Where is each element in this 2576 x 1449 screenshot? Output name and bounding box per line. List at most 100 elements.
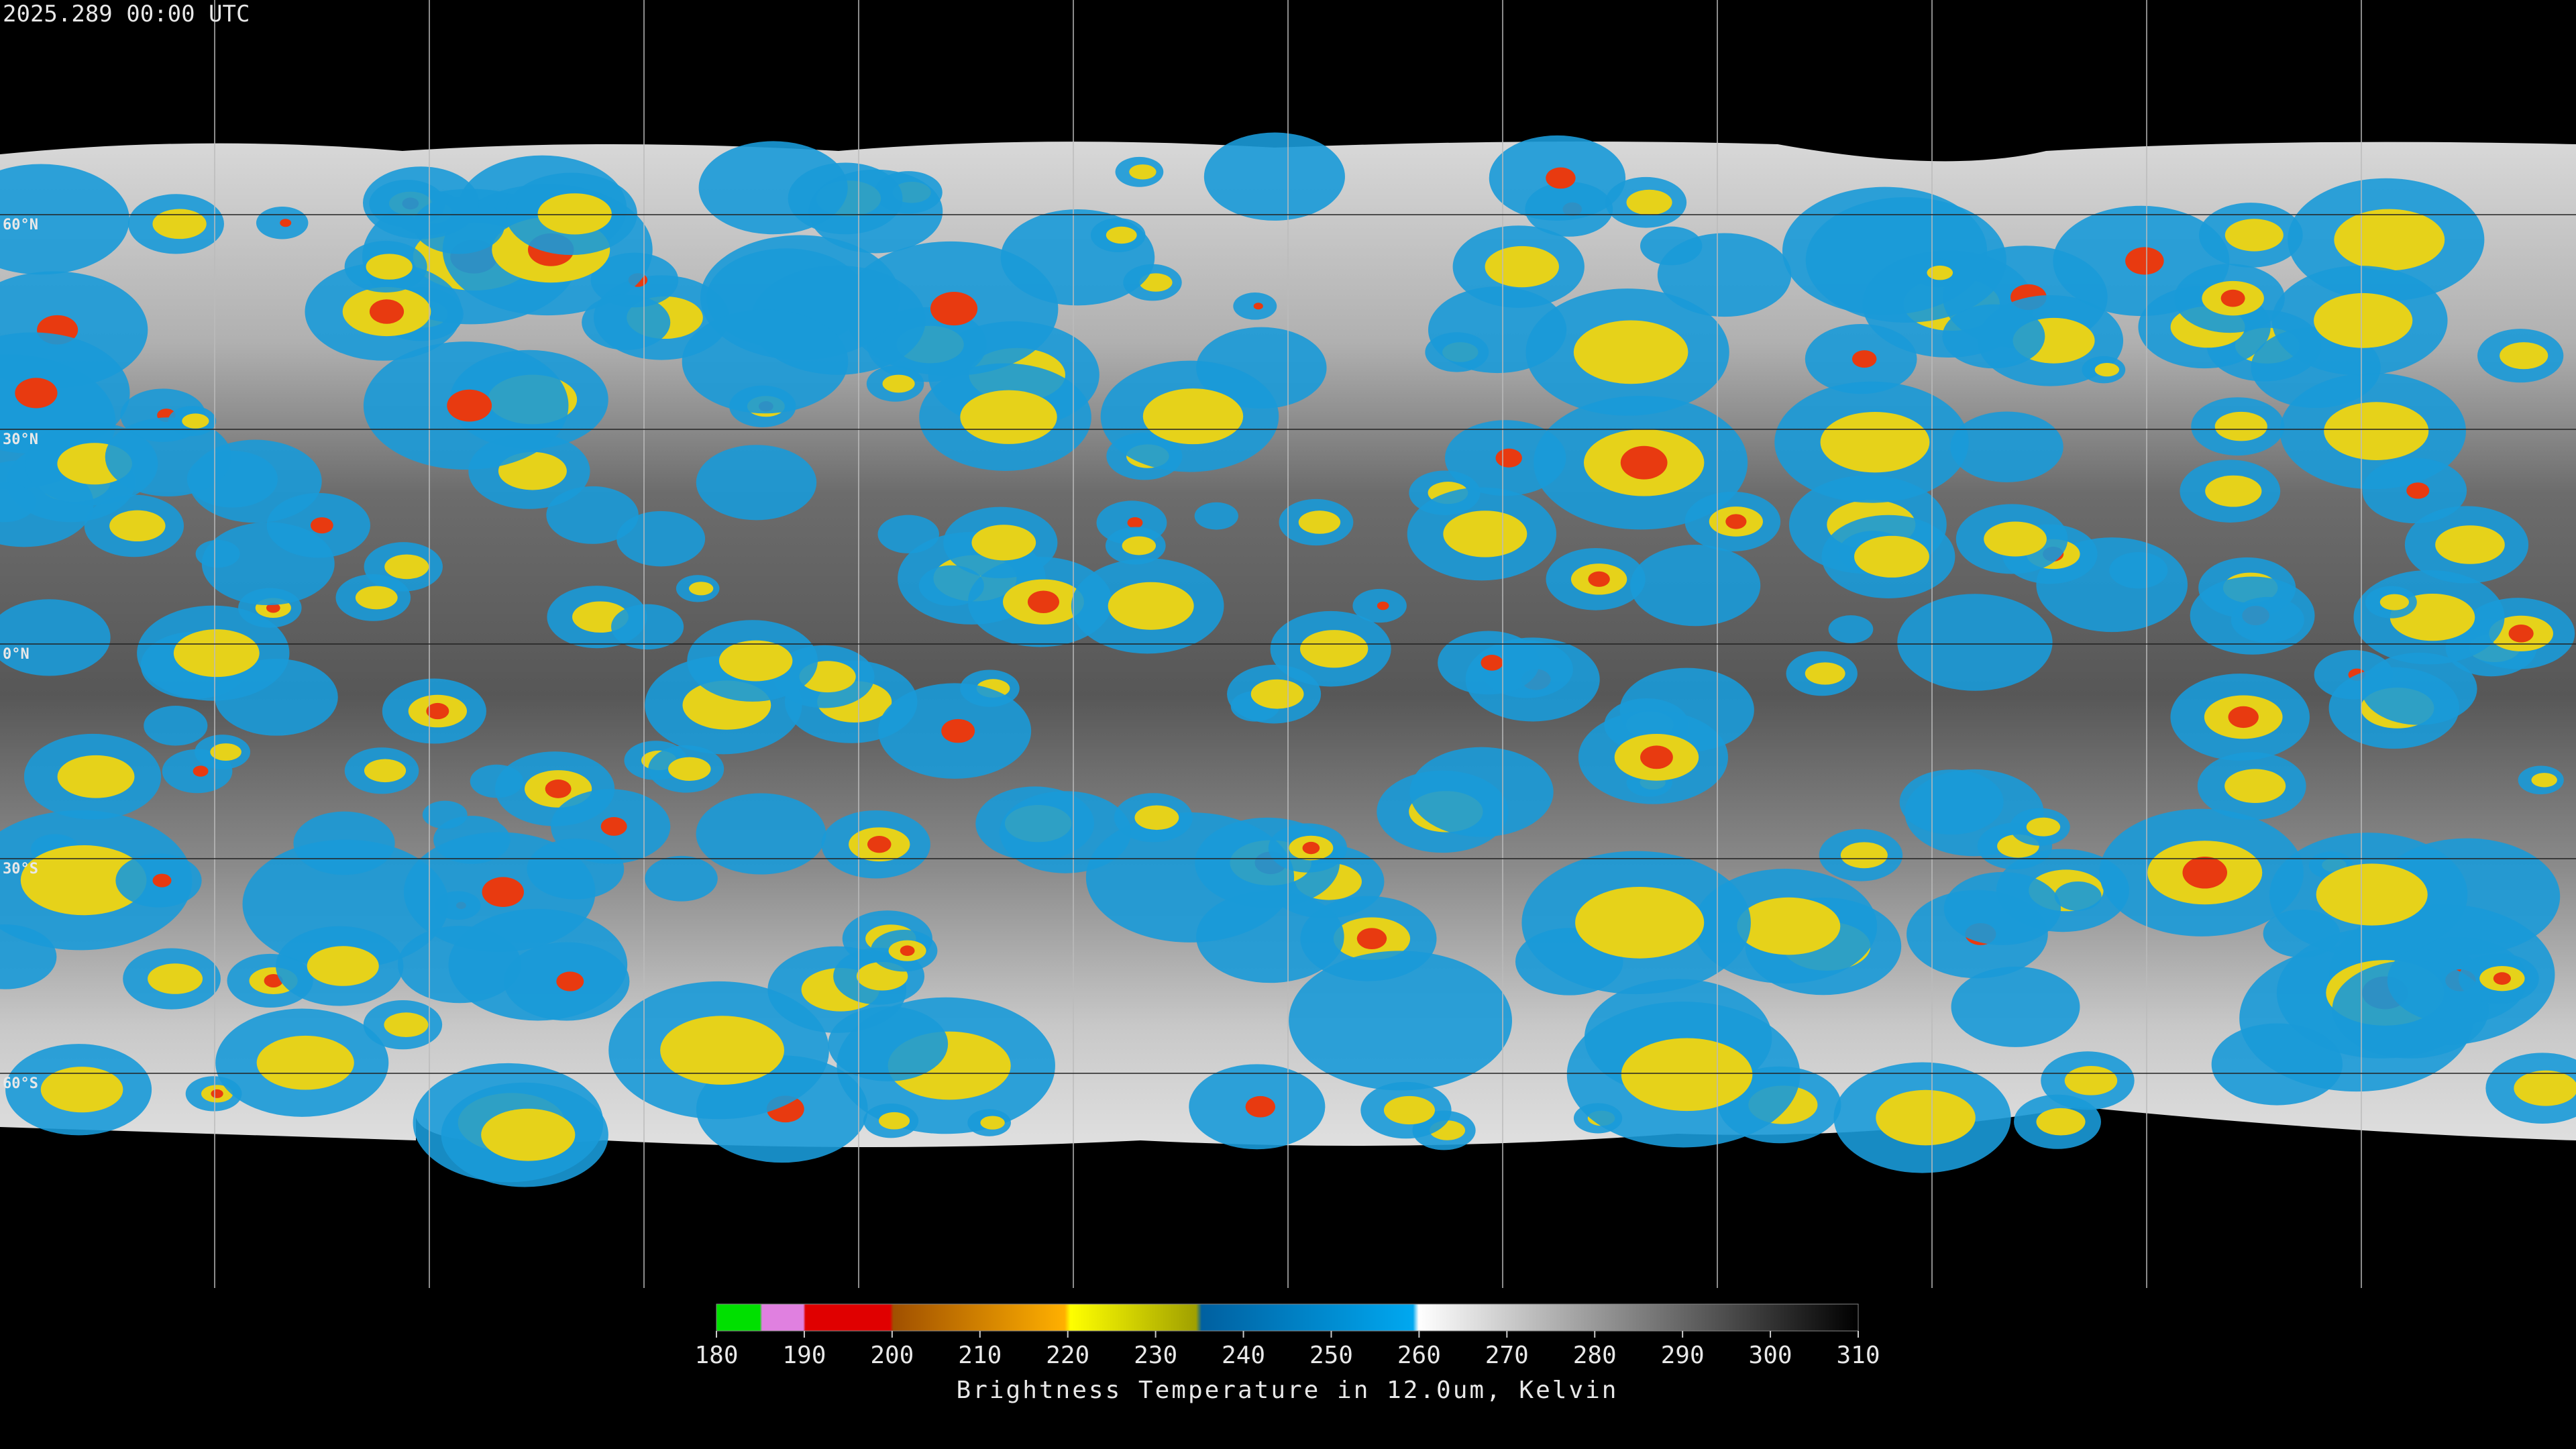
colorbar-tick-label: 300 <box>1749 1342 1792 1369</box>
cloud-cold <box>696 793 826 875</box>
cloud-core <box>1876 1089 1976 1146</box>
cloud-core <box>1984 521 2047 557</box>
cloud-cold <box>1203 132 1345 221</box>
cloud-cold <box>2109 551 2168 589</box>
cloud-cold <box>1085 812 1295 943</box>
cloud-deep <box>2508 625 2534 643</box>
cloud-cold <box>1897 594 2053 691</box>
cloud-core <box>688 582 714 596</box>
cloud-deep <box>211 1089 223 1098</box>
cloud-cold <box>1899 769 2004 835</box>
cloud-cold <box>144 706 208 746</box>
cloud-deep <box>1253 303 1263 310</box>
cloud-cold <box>616 511 706 567</box>
cloud-deep <box>1245 1095 1276 1118</box>
colorbar <box>716 1303 1859 1332</box>
cloud-cold <box>242 839 449 969</box>
cloud-core <box>182 413 209 429</box>
cloud-deep <box>310 517 333 534</box>
cloud-cold <box>918 565 984 606</box>
cloud-cold <box>645 855 718 902</box>
cloud-cold <box>2332 960 2489 1059</box>
cloud-core <box>1106 226 1137 244</box>
cloud-core <box>1573 320 1688 384</box>
cloud-core <box>1805 662 1845 685</box>
cloud-deep <box>556 971 584 991</box>
colorbar-title: Brightness Temperature in 12.0um, Kelvin <box>957 1377 1619 1404</box>
latitude-label: 30°N <box>3 431 38 448</box>
cloud-cold <box>828 1006 949 1081</box>
cloud-cold <box>0 164 129 275</box>
colorbar-tick-label: 310 <box>1836 1342 1880 1369</box>
colorbar-tick-label: 200 <box>870 1342 914 1369</box>
cloud-core <box>173 629 260 678</box>
cloud-deep <box>369 299 405 324</box>
cloud-deep <box>1377 601 1389 610</box>
cloud-core <box>660 1016 784 1085</box>
cloud-core <box>537 193 612 235</box>
cloud-core <box>1854 535 1929 578</box>
colorbar-tick-label: 290 <box>1661 1342 1705 1369</box>
cloud-cold <box>682 309 849 414</box>
cloud-core <box>210 743 241 761</box>
cloud-deep <box>2406 482 2430 499</box>
cloud-core <box>980 1116 1005 1130</box>
colorbar-tick-label: 220 <box>1046 1342 1089 1369</box>
cloud-deep <box>600 817 627 836</box>
cloud-cold <box>0 599 111 676</box>
cloud-cold <box>1657 233 1792 317</box>
latitude-label: 60°N <box>3 217 38 233</box>
cloud-core <box>2064 1066 2118 1095</box>
cloud-deep <box>1027 590 1059 614</box>
cloud-deep <box>2228 706 2259 729</box>
cloud-deep <box>2220 289 2245 307</box>
cloud-cold <box>1951 966 2080 1047</box>
cloud-core <box>1108 582 1194 630</box>
cloud-core <box>366 254 413 280</box>
cloud-deep <box>2125 247 2164 275</box>
colorbar-tick-label: 270 <box>1485 1342 1529 1369</box>
cloud-deep <box>2493 972 2511 985</box>
cloud-cold <box>1828 615 1874 643</box>
cloud-deep <box>152 873 172 888</box>
cloud-deep <box>193 765 209 777</box>
cloud-cold <box>470 764 524 798</box>
cloud-deep <box>941 718 975 743</box>
cloud-cold <box>696 445 817 521</box>
cloud-core <box>1820 411 1930 473</box>
cloud-deep <box>280 219 292 227</box>
latitude-label: 30°S <box>3 861 38 877</box>
cloud-core <box>1129 164 1157 180</box>
colorbar-tick-label: 180 <box>694 1342 738 1369</box>
cloud-deep <box>1725 514 1747 529</box>
cloud-core <box>2314 292 2413 348</box>
cloud-core <box>1575 886 1705 959</box>
latitude-label: 60°S <box>3 1075 38 1092</box>
cloud-cold <box>0 482 36 523</box>
cloud-core <box>882 374 915 393</box>
cloud-core <box>481 1108 576 1161</box>
cloud-cold <box>698 141 848 235</box>
cloud-deep <box>1495 448 1522 468</box>
cloud-cold <box>1943 871 2061 945</box>
cloud-core <box>2435 525 2505 564</box>
cloud-cold <box>1194 502 1238 530</box>
cloud-deep <box>426 702 449 720</box>
cloud-cold <box>362 166 480 239</box>
cloud-core <box>355 586 398 610</box>
cloud-core <box>1298 511 1341 534</box>
cloud-cold <box>1409 747 1554 837</box>
cloud-core <box>2036 1108 2086 1136</box>
cloud-core <box>152 209 207 239</box>
latitude-label: 0°N <box>3 646 30 663</box>
cloud-deep <box>1640 745 1673 769</box>
cloud-cold <box>877 515 939 553</box>
cloud-core <box>1142 388 1244 445</box>
cloud-cold <box>2211 1023 2343 1106</box>
cloud-core <box>384 1012 429 1037</box>
colorbar-tick-label: 210 <box>958 1342 1002 1369</box>
cloud-core <box>1383 1095 1436 1125</box>
cloud-deep <box>900 945 915 956</box>
cloud-cold <box>582 294 671 350</box>
